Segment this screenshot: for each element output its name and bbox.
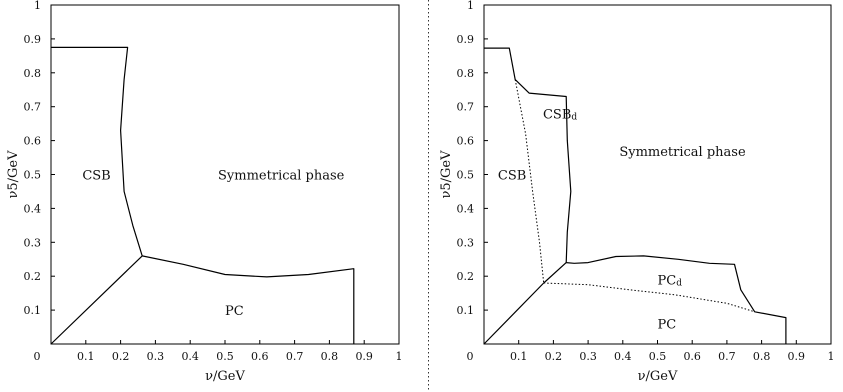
region-name: CSB bbox=[543, 107, 571, 122]
x-tick-label: 0.7 bbox=[718, 350, 736, 363]
region-name: PC bbox=[658, 274, 677, 289]
y-tick-label: 1 bbox=[467, 0, 474, 12]
region-label: PC bbox=[225, 304, 244, 319]
region-label: PCd bbox=[658, 274, 683, 289]
y-tick-label: 0.7 bbox=[457, 101, 475, 114]
y-tick-label: 0.4 bbox=[457, 202, 475, 215]
x-axis-label: ν/GeV bbox=[638, 369, 678, 384]
x-tick-label: 0.1 bbox=[77, 350, 95, 363]
phase-boundary-line bbox=[51, 256, 142, 344]
x-tick-label: 0.5 bbox=[649, 350, 667, 363]
y-tick-label: 0.4 bbox=[24, 202, 42, 215]
phase-boundary-line bbox=[484, 263, 566, 344]
y-tick-label: 0.6 bbox=[24, 135, 42, 148]
x-tick-label: 0.4 bbox=[614, 350, 632, 363]
region-label: Symmetrical phase bbox=[218, 169, 345, 184]
y-tick-label: 0.6 bbox=[457, 135, 475, 148]
y-tick-label: 0.3 bbox=[24, 236, 42, 249]
x-tick-label: 0.7 bbox=[286, 350, 304, 363]
right-phase-diagram: 0 0.1 0.2 0.3 0.4 0.5 0.6 0.7 0.8 0.9 1 0.1 0.2 0.3 0.… bbox=[439, 0, 835, 384]
y-tick-label: 0.2 bbox=[24, 270, 42, 283]
x-tick-label: 0.3 bbox=[579, 350, 597, 363]
x-tick-label: 1 bbox=[828, 350, 835, 363]
x-tick-label: 0.5 bbox=[216, 350, 234, 363]
phase-boundary-line bbox=[142, 256, 354, 344]
x-axis-label: ν/GeV bbox=[205, 369, 245, 384]
region-label: CSBd bbox=[543, 107, 577, 122]
y-tick-label: 0.9 bbox=[457, 33, 475, 46]
y-tick-label: 0.1 bbox=[24, 304, 42, 317]
phase-boundary-line bbox=[51, 47, 142, 256]
x-tick-label: 0.4 bbox=[181, 350, 199, 363]
y-axis-label: ν5/GeV bbox=[6, 150, 21, 199]
y-tick-label: 0.2 bbox=[457, 270, 475, 283]
dotted-phase-boundary bbox=[544, 283, 755, 312]
left-phase-diagram: 0 0.1 0.2 0.3 0.4 0.5 0.6 0.7 0.8 0.9 1 0.1 0.2 0.3 0.… bbox=[6, 0, 403, 384]
phase-boundary-line bbox=[484, 48, 571, 263]
region-name: PC bbox=[658, 318, 677, 333]
y-tick-label: 0.5 bbox=[457, 169, 475, 182]
x-tick-label: 0.9 bbox=[788, 350, 806, 363]
region-name: CSB bbox=[82, 169, 110, 184]
x-tick-label: 0.2 bbox=[112, 350, 130, 363]
y-tick-label: 0.5 bbox=[24, 169, 42, 182]
y-tick-label: 0.8 bbox=[24, 67, 42, 80]
x-tick-label: 0 bbox=[467, 350, 474, 363]
x-tick-label: 0.8 bbox=[753, 350, 771, 363]
region-label: CSB bbox=[498, 169, 526, 184]
y-tick-label: 1 bbox=[34, 0, 41, 12]
x-tick-label: 0.9 bbox=[355, 350, 373, 363]
x-tick-label: 0.3 bbox=[147, 350, 165, 363]
plot-frame bbox=[484, 5, 831, 344]
y-axis-label: ν5/GeV bbox=[439, 150, 454, 199]
region-subscript: d bbox=[676, 279, 682, 289]
y-tick-label: 0.8 bbox=[457, 67, 475, 80]
region-subscript: d bbox=[571, 112, 577, 122]
x-tick-label: 0.1 bbox=[510, 350, 528, 363]
region-name: CSB bbox=[498, 169, 526, 184]
region-name: Symmetrical phase bbox=[619, 145, 746, 160]
region-label: CSB bbox=[82, 169, 110, 184]
region-label: PC bbox=[658, 318, 677, 333]
region-name: PC bbox=[225, 304, 244, 319]
x-tick-label: 0.6 bbox=[251, 350, 269, 363]
y-tick-label: 0.7 bbox=[24, 101, 42, 114]
x-tick-label: 1 bbox=[396, 350, 403, 363]
x-tick-label: 0.2 bbox=[545, 350, 563, 363]
y-tick-label: 0.9 bbox=[24, 33, 42, 46]
x-tick-label: 0.6 bbox=[683, 350, 701, 363]
region-label: Symmetrical phase bbox=[619, 145, 746, 160]
y-tick-label: 0.1 bbox=[457, 304, 475, 317]
x-tick-label: 0.8 bbox=[321, 350, 339, 363]
x-tick-label: 0 bbox=[34, 350, 41, 363]
y-tick-label: 0.3 bbox=[457, 236, 475, 249]
region-name: Symmetrical phase bbox=[218, 169, 345, 184]
